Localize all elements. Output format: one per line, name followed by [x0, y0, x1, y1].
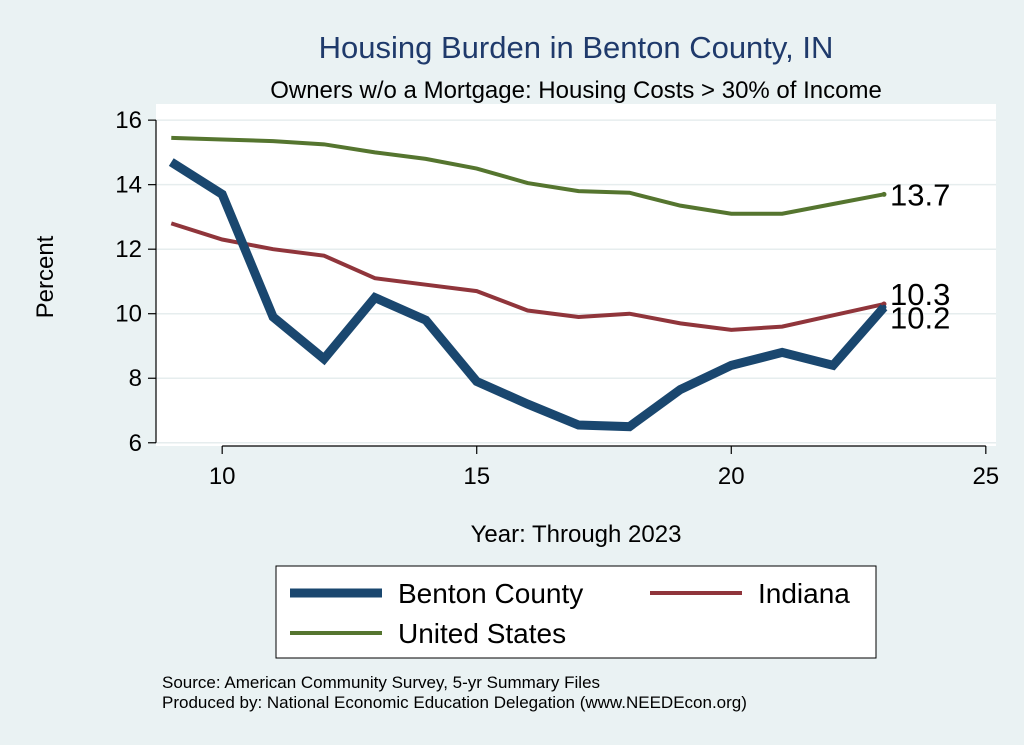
y-tick-label: 12 — [115, 236, 142, 263]
x-tick-label: 15 — [463, 463, 490, 490]
y-tick-label: 6 — [129, 430, 142, 457]
series-line-benton-county — [168, 158, 888, 432]
source-note: Source: American Community Survey, 5-yr … — [162, 673, 600, 692]
series-line-united-states — [171, 135, 885, 216]
end-labels: 10.210.3 13.7 — [890, 177, 950, 335]
end-label-benton-county: 10.2 — [890, 300, 950, 335]
x-axis-label: Year: Through 2023 — [471, 521, 682, 548]
series-group — [168, 135, 888, 432]
y-tick-label: 16 — [115, 107, 142, 134]
chart-subtitle: Owners w/o a Mortgage: Housing Costs > 3… — [270, 77, 882, 104]
axes: 6 8 10 12 14 16 10 15 20 25 — [115, 107, 999, 490]
legend-label-indiana: Indiana — [758, 578, 850, 609]
series-endpoint-benton-county — [881, 304, 887, 310]
end-label-indiana: 10.3 — [890, 277, 950, 312]
legend-label-benton-county: Benton County — [398, 578, 583, 609]
gridlines — [156, 119, 996, 444]
y-tick-label: 14 — [115, 172, 142, 199]
chart-title: Housing Burden in Benton County, IN — [319, 30, 834, 65]
y-tick-label: 10 — [115, 301, 142, 328]
x-tick-label: 10 — [209, 463, 236, 490]
end-label-united-states: 13.7 — [890, 177, 950, 212]
series-endpoint-united-states — [881, 191, 887, 197]
produced-by-note: Produced by: National Economic Education… — [162, 693, 747, 712]
series-line-indiana — [170, 221, 885, 332]
legend-box — [275, 565, 877, 659]
y-tick-label: 8 — [129, 365, 142, 392]
legend-label-united-states: United States — [398, 618, 566, 649]
plot-area — [156, 104, 996, 446]
x-tick-label: 20 — [718, 463, 745, 490]
legend: Benton County Indiana United States — [290, 578, 850, 649]
x-tick-label: 25 — [972, 463, 999, 490]
y-axis-label: Percent — [32, 235, 59, 318]
